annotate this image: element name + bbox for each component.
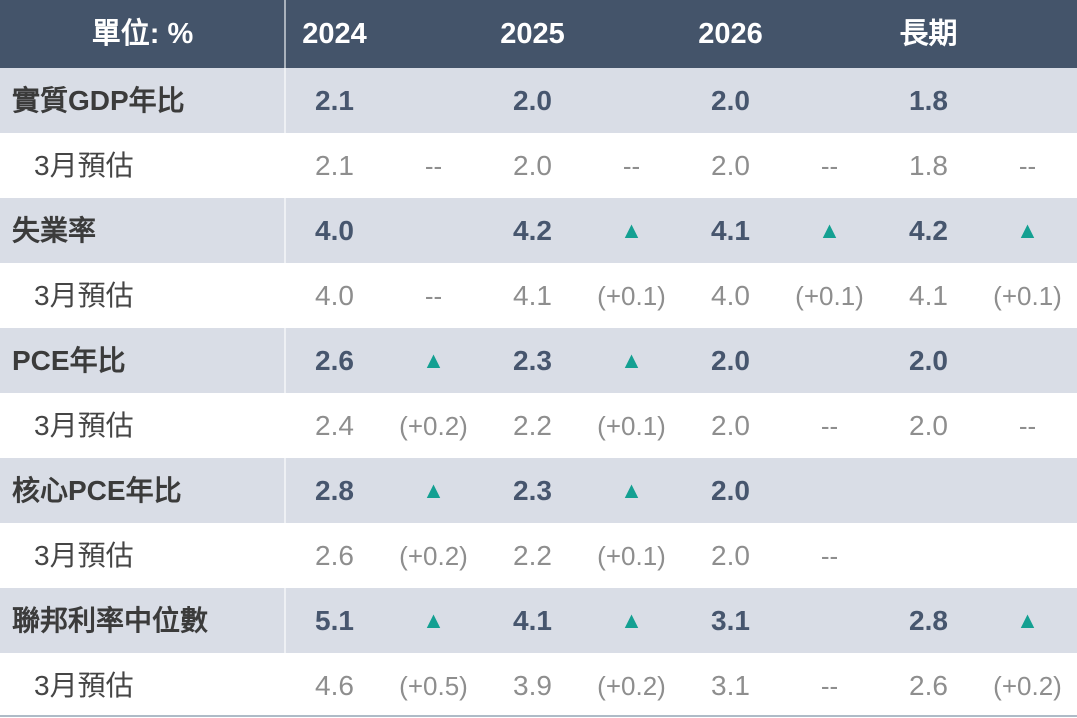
cell-change: --	[424, 150, 443, 181]
cell-value: 2.0	[711, 84, 750, 116]
cell-change: (+0.1)	[597, 280, 666, 311]
cell-value: 4.0	[711, 279, 750, 311]
up-triangle-icon: ▲	[422, 477, 445, 503]
cell-value: 2.6	[909, 669, 948, 701]
table-row: 3月預估 2.6 (+0.2) 2.2 (+0.1) 2.0 --	[0, 523, 1077, 588]
cell-value: 2.4	[315, 409, 354, 441]
table-row: 實質GDP年比 2.1 2.0 2.0 1.8	[0, 68, 1077, 133]
year-column-header: 長期	[899, 17, 958, 50]
row-label: 失業率	[12, 214, 97, 246]
up-triangle-icon: ▲	[1016, 217, 1039, 243]
up-triangle-icon: ▲	[422, 607, 445, 633]
table-row: 3月預估 2.4 (+0.2) 2.2 (+0.1) 2.0 -- 2.0 --	[0, 393, 1077, 458]
up-triangle-icon: ▲	[818, 217, 841, 243]
cell-value: 2.0	[909, 409, 948, 441]
table-row: 聯邦利率中位數 5.1 ▲ 4.1 ▲ 3.1 2.8 ▲	[0, 588, 1077, 653]
cell-change: --	[820, 150, 839, 181]
row-label: 3月預估	[34, 669, 134, 701]
cell-value: 3.1	[711, 604, 750, 636]
up-triangle-icon: ▲	[620, 347, 643, 373]
up-triangle-icon: ▲	[620, 217, 643, 243]
cell-value: 3.1	[711, 669, 750, 701]
cell-value: 4.6	[315, 669, 354, 701]
cell-change: --	[820, 540, 839, 571]
cell-value: 4.1	[513, 604, 552, 636]
cell-change: --	[1018, 410, 1037, 441]
cell-value: 2.0	[711, 149, 750, 181]
cell-change: (+0.1)	[795, 280, 864, 311]
cell-value: 2.1	[315, 84, 354, 116]
row-label: 核心PCE年比	[12, 474, 182, 506]
cell-value: 1.8	[909, 84, 948, 116]
cell-value: 2.0	[711, 409, 750, 441]
table-header-row: 單位: % 2024 2025 2026 長期	[0, 0, 1077, 68]
cell-change: --	[820, 410, 839, 441]
table-row: 3月預估 2.1 -- 2.0 -- 2.0 -- 1.8 --	[0, 133, 1077, 198]
year-column-header: 2024	[302, 17, 367, 50]
cell-value: 4.2	[513, 214, 552, 246]
table-body: 實質GDP年比 2.1 2.0 2.0 1.8 3月預估 2.1 -- 2.0 -- 2.0 -…	[0, 68, 1077, 718]
cell-value: 4.1	[909, 279, 948, 311]
cell-value: 2.0	[711, 539, 750, 571]
table-row: PCE年比 2.6 ▲ 2.3 ▲ 2.0 2.0	[0, 328, 1077, 393]
table-row: 核心PCE年比 2.8 ▲ 2.3 ▲ 2.0	[0, 458, 1077, 523]
cell-value: 2.8	[315, 474, 354, 506]
cell-value: 4.0	[315, 214, 354, 246]
cell-value: 2.1	[315, 149, 354, 181]
cell-value: 4.2	[909, 214, 948, 246]
cell-value: 4.1	[711, 214, 750, 246]
cell-change: (+0.1)	[993, 280, 1062, 311]
cell-value: 5.1	[315, 604, 354, 636]
row-label: 3月預估	[34, 279, 134, 311]
cell-value: 2.8	[909, 604, 948, 636]
cell-value: 2.0	[513, 84, 552, 116]
table-row: 失業率 4.0 4.2 ▲ 4.1 ▲ 4.2 ▲	[0, 198, 1077, 263]
row-label: 聯邦利率中位數	[12, 604, 209, 636]
cell-value: 2.3	[513, 344, 552, 376]
cell-value: 2.3	[513, 474, 552, 506]
cell-change: (+0.2)	[399, 410, 468, 441]
cell-value: 3.9	[513, 669, 552, 701]
cell-change: (+0.1)	[597, 410, 666, 441]
cell-change: (+0.2)	[993, 670, 1062, 701]
cell-value: 4.0	[315, 279, 354, 311]
year-column-header: 2026	[698, 17, 763, 50]
table-row: 3月預估 4.0 -- 4.1 (+0.1) 4.0 (+0.1) 4.1 (+0.1)	[0, 263, 1077, 328]
up-triangle-icon: ▲	[620, 607, 643, 633]
row-label: 3月預估	[34, 149, 134, 181]
cell-change: --	[1018, 150, 1037, 181]
cell-change: --	[820, 670, 839, 701]
cell-value: 2.0	[909, 344, 948, 376]
up-triangle-icon: ▲	[422, 347, 445, 373]
cell-change: --	[622, 150, 641, 181]
table-bottom-border	[0, 715, 1077, 717]
cell-change: (+0.5)	[399, 670, 468, 701]
cell-change: (+0.2)	[399, 540, 468, 571]
row-label: 3月預估	[34, 409, 134, 441]
cell-value: 2.0	[513, 149, 552, 181]
cell-change: --	[424, 280, 443, 311]
unit-label: 單位: %	[91, 17, 194, 50]
up-triangle-icon: ▲	[1016, 607, 1039, 633]
cell-value: 2.6	[315, 539, 354, 571]
cell-value: 2.0	[711, 344, 750, 376]
cell-change: (+0.2)	[597, 670, 666, 701]
cell-value: 2.0	[711, 474, 750, 506]
year-column-header: 2025	[500, 17, 565, 50]
cell-value: 2.6	[315, 344, 354, 376]
row-label: PCE年比	[12, 344, 126, 376]
up-triangle-icon: ▲	[620, 477, 643, 503]
cell-change: (+0.1)	[597, 540, 666, 571]
cell-value: 2.2	[513, 539, 552, 571]
row-label: 3月預估	[34, 539, 134, 571]
table-row: 3月預估 4.6 (+0.5) 3.9 (+0.2) 3.1 -- 2.6 (+0.2)	[0, 653, 1077, 718]
row-label: 實質GDP年比	[12, 84, 185, 116]
cell-value: 4.1	[513, 279, 552, 311]
cell-value: 2.2	[513, 409, 552, 441]
cell-value: 1.8	[909, 149, 948, 181]
